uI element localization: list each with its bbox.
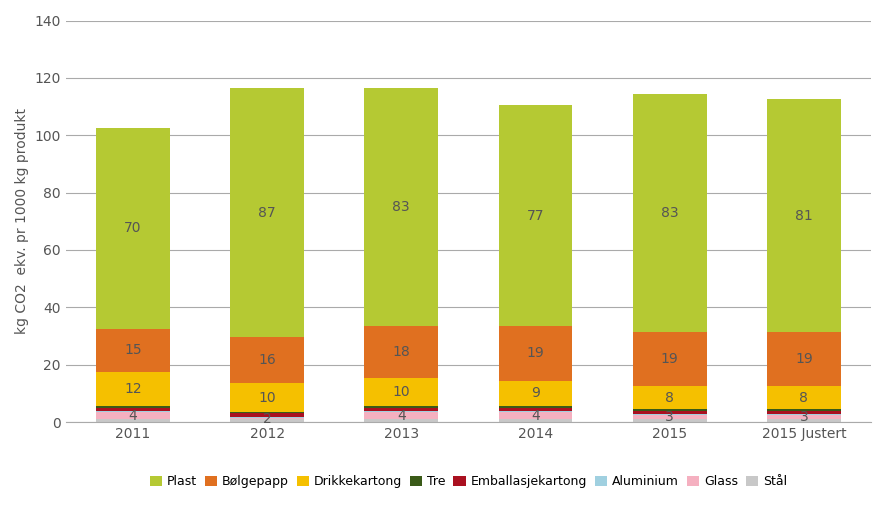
Bar [230,412,304,414]
Bar [364,411,439,412]
Text: 4: 4 [397,409,406,423]
Bar [633,410,707,414]
Bar [767,410,841,414]
Bar [230,414,304,417]
Bar [364,326,439,378]
Bar [230,88,304,338]
Bar [633,419,707,422]
Text: 10: 10 [392,385,410,399]
Bar [499,406,572,408]
Bar [364,408,439,411]
Bar [499,326,572,381]
Text: 19: 19 [661,352,679,366]
Bar [633,93,707,332]
Bar [633,386,707,409]
Text: 10: 10 [259,391,276,405]
Text: 19: 19 [526,346,544,360]
Text: 87: 87 [259,205,276,220]
Bar [499,381,572,406]
Bar [96,412,170,419]
Bar [499,412,572,419]
Text: 9: 9 [531,387,540,400]
Text: 83: 83 [661,205,679,220]
Bar [230,338,304,383]
Text: 19: 19 [795,352,812,366]
Bar [499,408,572,411]
Text: 2: 2 [263,412,271,425]
Bar [230,383,304,412]
Text: 4: 4 [128,409,137,423]
Bar [499,105,572,326]
Text: 15: 15 [124,344,142,357]
Bar [364,406,439,408]
Text: 70: 70 [124,221,142,235]
Text: 83: 83 [392,200,410,214]
Bar [364,419,439,422]
Text: 77: 77 [527,209,544,222]
Bar [633,414,707,415]
Text: 81: 81 [795,209,812,222]
Text: 3: 3 [665,410,674,424]
Bar [633,332,707,386]
Bar [96,128,170,329]
Bar [767,419,841,422]
Bar [767,332,841,386]
Bar [767,386,841,409]
Bar [364,412,439,419]
Bar [364,378,439,406]
Bar [633,415,707,419]
Y-axis label: kg CO2  ekv. pr 1000 kg produkt: kg CO2 ekv. pr 1000 kg produkt [15,108,29,335]
Bar [499,419,572,422]
Text: 8: 8 [665,391,674,405]
Bar [230,419,304,422]
Bar [96,372,170,406]
Bar [767,409,841,410]
Bar [96,419,170,422]
Bar [767,414,841,415]
Bar [633,409,707,410]
Bar [767,99,841,332]
Bar [96,406,170,408]
Text: 16: 16 [258,354,276,367]
Bar [364,88,439,326]
Bar [767,415,841,419]
Text: 3: 3 [799,410,808,424]
Text: 8: 8 [799,391,808,405]
Text: 4: 4 [531,409,540,423]
Bar [230,417,304,418]
Bar [499,411,572,412]
Bar [96,329,170,372]
Text: 12: 12 [124,382,142,396]
Bar [230,418,304,419]
Text: 18: 18 [392,345,410,359]
Bar [96,408,170,411]
Bar [96,411,170,412]
Legend: Plast, Bølgepapp, Drikkekartong, Tre, Emballasjekartong, Aluminium, Glass, Stål: Plast, Bølgepapp, Drikkekartong, Tre, Em… [150,475,787,488]
